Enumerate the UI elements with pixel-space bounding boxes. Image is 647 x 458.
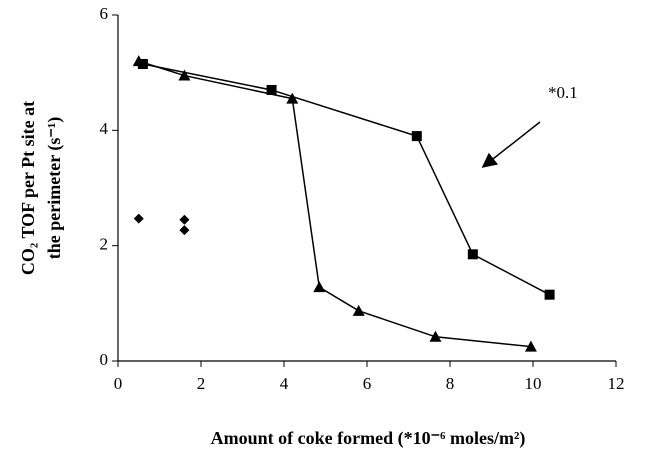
- marker: [352, 304, 365, 316]
- marker: [429, 330, 442, 342]
- y-tick-label: 4: [100, 119, 109, 138]
- x-tick-label: 6: [363, 374, 372, 393]
- marker: [132, 55, 145, 67]
- annotation-arrow: [481, 121, 541, 168]
- x-tick-label: 8: [446, 374, 455, 393]
- y-axis-title: the perimeter (s⁻¹): [44, 117, 65, 260]
- y-axis-title: CO₂ TOF per Pt site at: [18, 101, 38, 275]
- y-tick-label: 6: [100, 4, 109, 23]
- y-tick-label: 0: [100, 350, 109, 369]
- marker: [179, 225, 190, 236]
- marker: [467, 249, 478, 260]
- x-tick-label: 2: [197, 374, 206, 393]
- marker: [524, 340, 537, 352]
- series-line: [138, 60, 532, 348]
- marker: [411, 131, 422, 142]
- x-tick-label: 12: [608, 374, 625, 393]
- annotation: *0.1: [548, 83, 578, 102]
- x-tick-label: 4: [280, 374, 289, 393]
- marker: [133, 213, 144, 224]
- marker: [178, 69, 191, 81]
- marker: [179, 214, 190, 225]
- y-tick-label: 2: [100, 235, 109, 254]
- marker: [266, 84, 277, 95]
- marker: [544, 289, 555, 300]
- marker: [313, 281, 326, 293]
- series-line: [142, 63, 550, 296]
- marker: [286, 92, 299, 104]
- x-tick-label: 10: [525, 374, 542, 393]
- x-tick-label: 0: [114, 374, 123, 393]
- x-axis-title: Amount of coke formed (*10⁻⁶ moles/m²): [211, 428, 526, 449]
